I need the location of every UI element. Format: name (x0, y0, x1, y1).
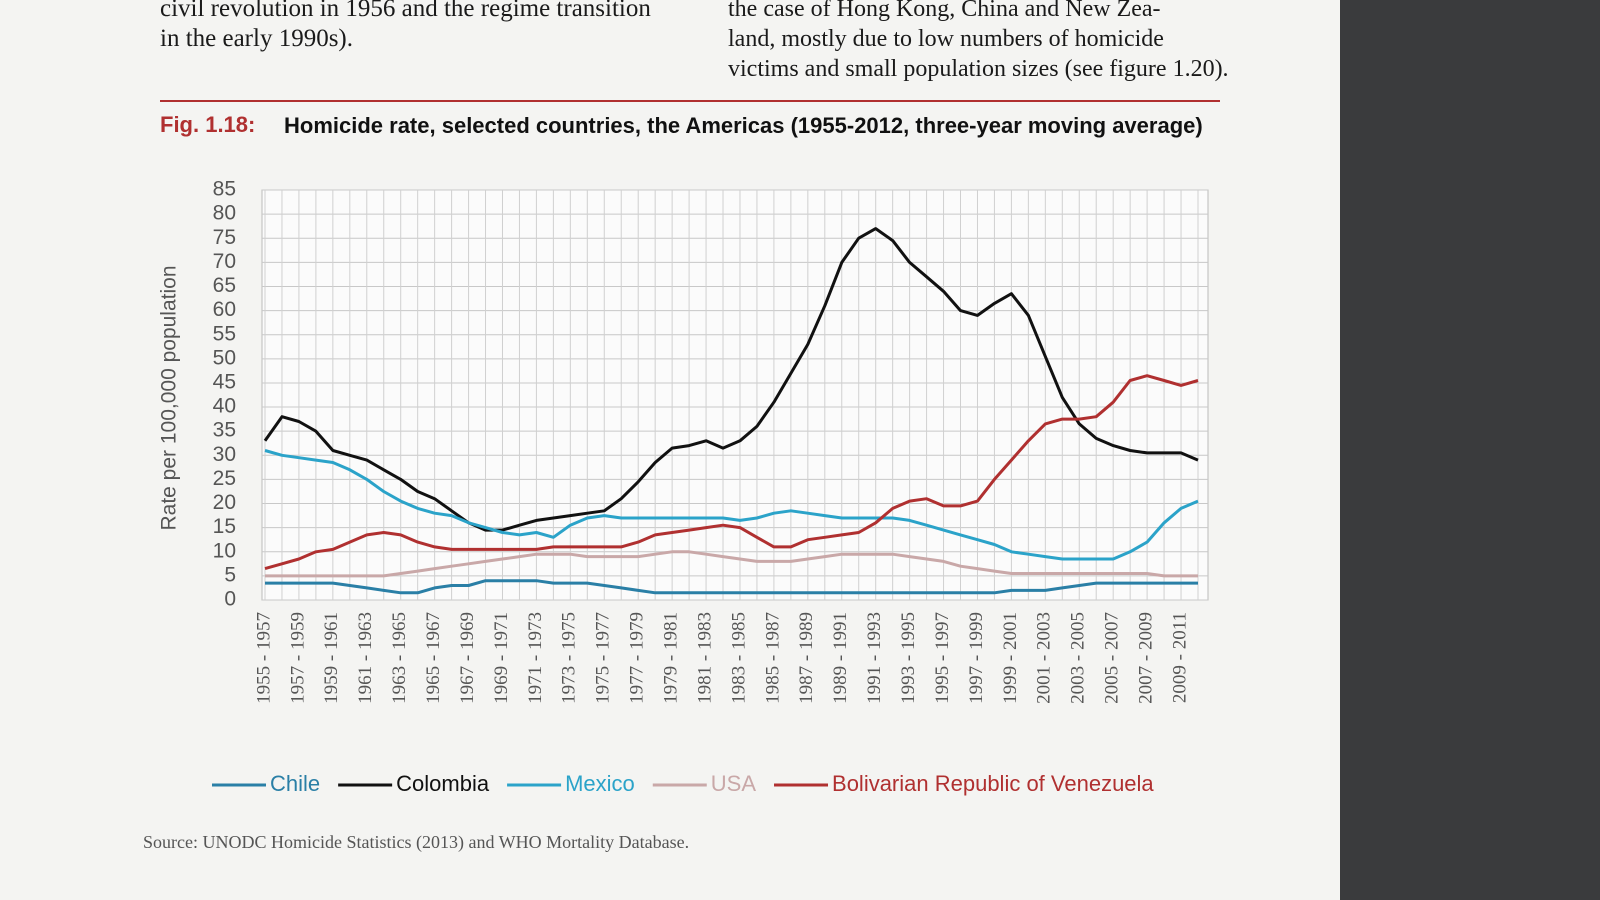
x-tick-label: 1973 - 1975 (559, 612, 580, 704)
x-tick-label: 1995 - 1997 (932, 612, 953, 704)
legend-label: Chile (270, 771, 320, 796)
y-axis-label: Rate per 100,000 population (158, 265, 181, 530)
x-tick-label: 1963 - 1965 (389, 612, 410, 704)
y-tick-label: 15 (213, 515, 236, 538)
series-line (265, 579, 1198, 595)
x-tick-label: 1991 - 1993 (864, 612, 885, 704)
y-tick-label: 65 (213, 274, 236, 297)
text-line: land, mostly due to low numbers of homic… (728, 26, 1164, 52)
y-tick-label: 5 (224, 563, 236, 586)
x-tick-label: 2009 - 2011 (1169, 612, 1190, 703)
legend-label: Mexico (565, 771, 635, 796)
x-tick-label: 2005 - 2007 (1102, 612, 1123, 704)
x-tick-label: 1981 - 1983 (694, 612, 715, 704)
right-text: the case of Hong Kong, China and New Zea… (728, 0, 1229, 84)
y-tick-label: 75 (213, 226, 236, 249)
series-line (264, 374, 1199, 571)
text-line: in the early 1990s). (160, 25, 354, 52)
x-tick-label: 1969 - 1971 (491, 612, 512, 704)
x-tick-label: 1987 - 1989 (796, 612, 817, 704)
x-tick-label: 1999 - 2001 (1000, 612, 1021, 704)
x-tick-label: 2007 - 2009 (1135, 612, 1156, 704)
chart: Rate per 100,000 population 051015202530… (158, 178, 1209, 796)
y-tick-label: 10 (213, 539, 236, 562)
y-tick-label: 35 (213, 419, 236, 442)
x-tick-label: 1957 - 1959 (287, 612, 308, 704)
figure-label: Fig. 1.18: (160, 112, 256, 137)
y-tick-label: 85 (213, 178, 236, 201)
x-tick-label: 1975 - 1977 (593, 612, 614, 704)
x-tick-label: 1959 - 1961 (321, 612, 342, 704)
plot-area (261, 189, 1209, 601)
x-tick-label: 1985 - 1987 (762, 612, 783, 704)
text-line: the case of Hong Kong, China and New Zea… (728, 0, 1161, 22)
y-tick-label: 70 (213, 250, 236, 273)
x-tick-label: 1983 - 1985 (728, 612, 749, 704)
x-tick-label: 2003 - 2005 (1068, 612, 1089, 704)
legend-label: Colombia (396, 771, 490, 796)
y-tick-label: 0 (224, 588, 236, 611)
chart-title: Homicide rate, selected countries, the A… (284, 113, 1203, 138)
y-tick-label: 30 (213, 443, 236, 466)
series-line (265, 550, 1198, 578)
x-tick-label: 1989 - 1991 (830, 612, 851, 704)
text-line: civil revolution in 1956 and the regime … (160, 0, 651, 22)
y-tick-label: 50 (213, 346, 236, 369)
text-line: victims and small population sizes (see … (728, 56, 1229, 82)
y-tick-label: 45 (213, 370, 236, 393)
series-line (264, 449, 1199, 561)
x-tick-label: 1955 - 1957 (253, 612, 274, 704)
x-tick-label: 1961 - 1963 (355, 612, 376, 704)
x-tick-label: 1965 - 1967 (423, 612, 444, 704)
y-tick-label: 55 (213, 322, 236, 345)
x-tick-label: 1967 - 1969 (457, 612, 478, 704)
x-tick-label: 1977 - 1979 (627, 612, 648, 704)
source: Source: UNODC Homicide Statistics (2013)… (143, 832, 690, 852)
left-text: civil revolution in 1956 and the regime … (160, 0, 651, 54)
x-tick-label: 1993 - 1995 (898, 612, 919, 704)
legend-label: Bolivarian Republic of Venezuela (832, 771, 1154, 796)
y-tick-label: 40 (213, 395, 236, 418)
y-tick-label: 25 (213, 467, 236, 490)
y-tick-label: 60 (213, 298, 236, 321)
y-tick-label: 80 (213, 202, 236, 225)
x-tick-label: 1997 - 1999 (966, 612, 987, 704)
y-tick-label: 20 (213, 491, 236, 514)
x-tick-label: 1979 - 1981 (660, 612, 681, 704)
series-line (263, 227, 1199, 532)
x-tick-label: 2001 - 2003 (1034, 612, 1055, 704)
x-tick-label: 1971 - 1973 (525, 612, 546, 704)
rule (160, 100, 1220, 102)
legend-label: USA (711, 771, 757, 796)
